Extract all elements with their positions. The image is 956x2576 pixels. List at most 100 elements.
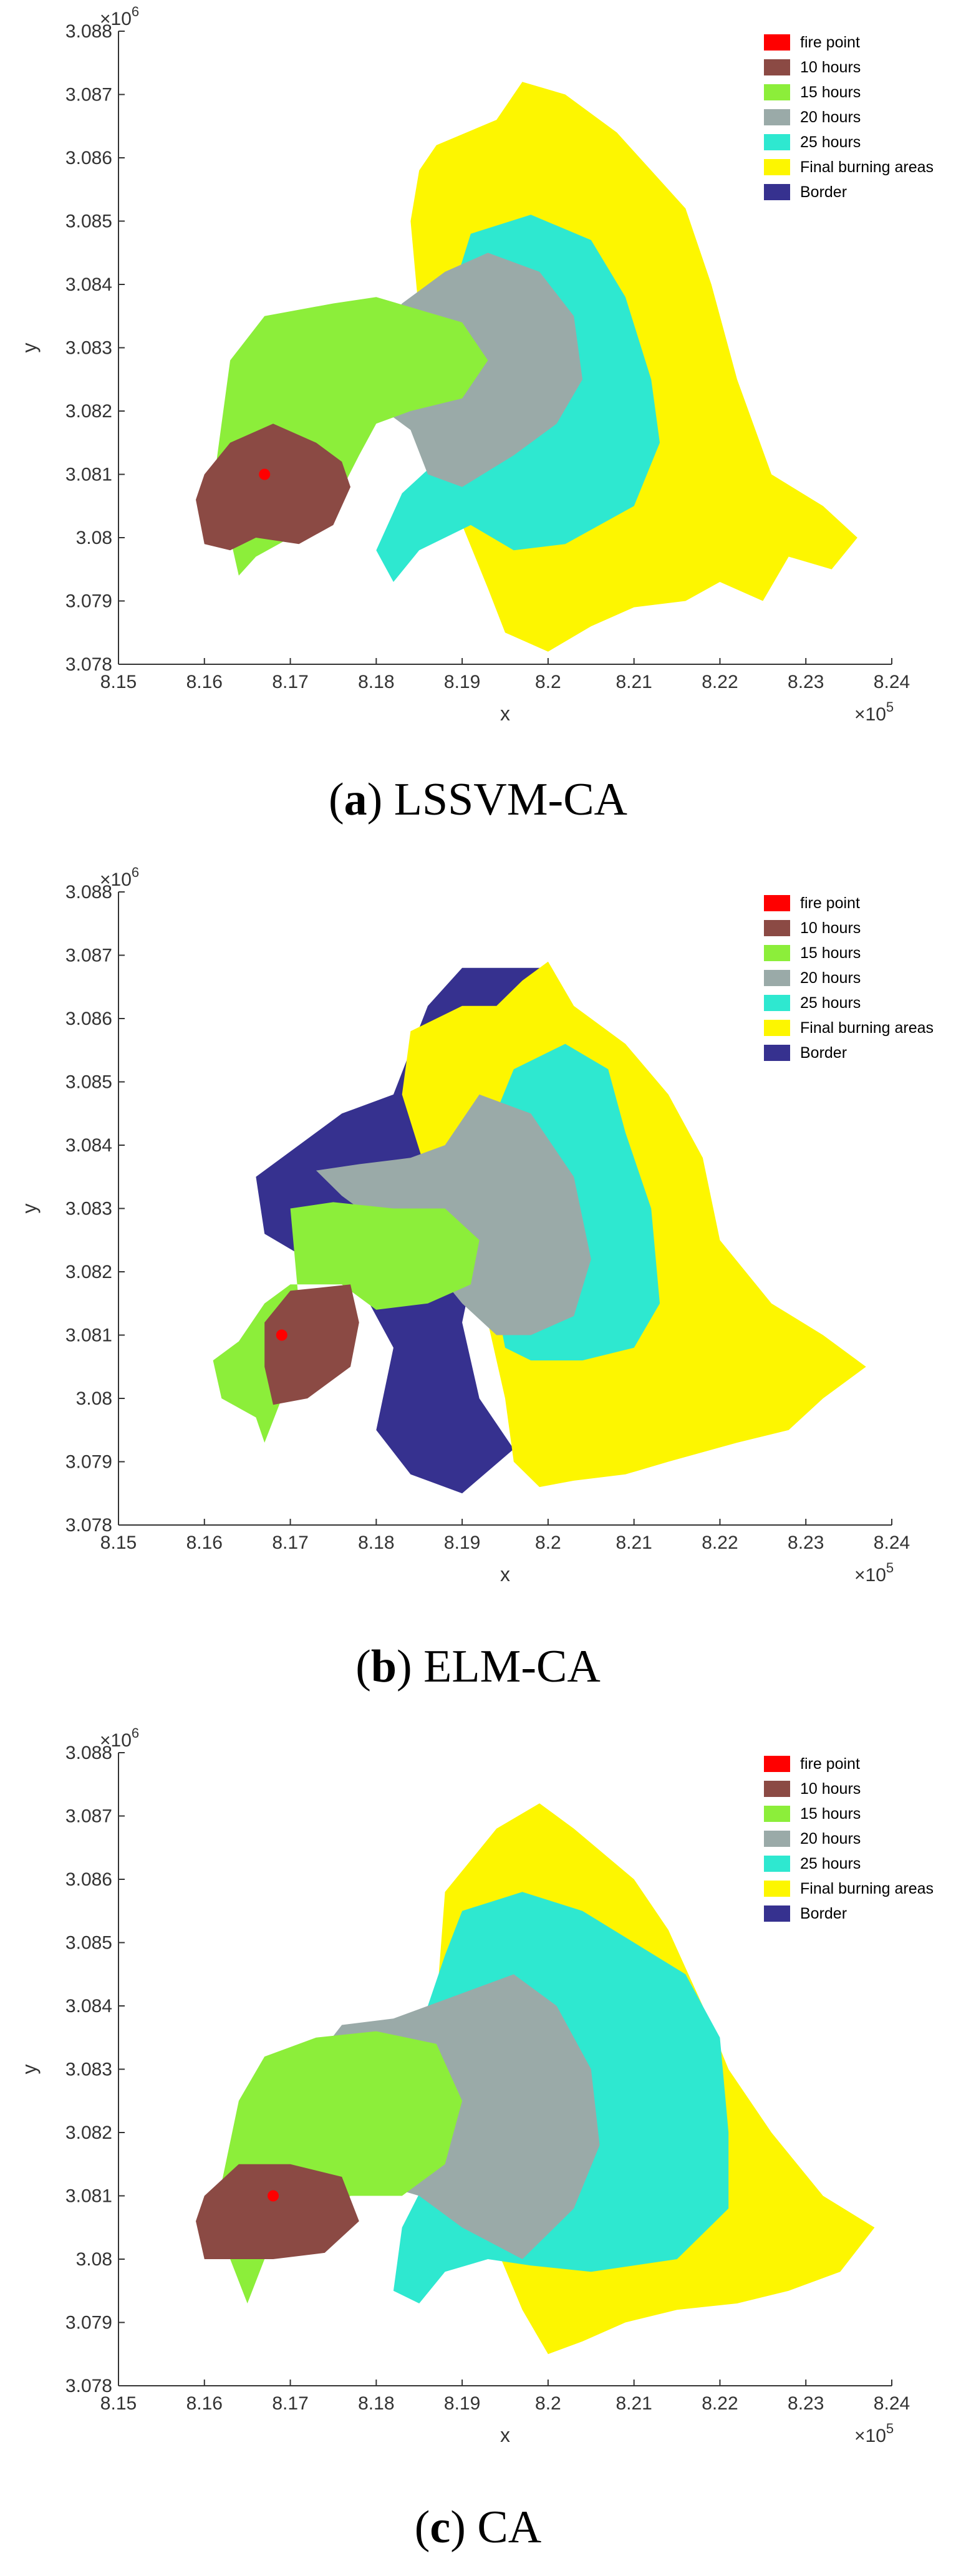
x-tick-label: 8.22 (702, 1533, 738, 1553)
x-tick-label: 8.19 (444, 1533, 480, 1553)
x-tick-label: 8.24 (874, 2393, 910, 2414)
y-tick-label: 3.078 (65, 1515, 112, 1536)
legend-swatch (764, 1756, 790, 1772)
legend-label: 10 hours (800, 919, 861, 937)
legend-swatch (764, 159, 790, 175)
y-tick-label: 3.082 (65, 2123, 112, 2143)
x-tick-label: 8.22 (702, 2393, 738, 2414)
x-tick-label: 8.15 (100, 672, 137, 692)
caption-letter: b (370, 1641, 397, 1692)
legend-label: 25 hours (800, 1855, 861, 1872)
y-tick-label: 3.084 (65, 1135, 112, 1156)
y-tick-label: 3.079 (65, 1452, 112, 1473)
x-tick-label: 8.18 (358, 672, 394, 692)
y-tick-label: 3.085 (65, 211, 112, 232)
y-tick-label: 3.086 (65, 1009, 112, 1029)
y-tick-label: 3.085 (65, 1072, 112, 1093)
y-tick-label: 3.087 (65, 1806, 112, 1827)
x-tick-label: 8.17 (272, 672, 308, 692)
x-axis-label: x (500, 1563, 510, 1586)
x-tick-label: 8.17 (272, 1533, 308, 1553)
y-axis-label: y (18, 343, 41, 353)
legend-swatch (764, 134, 790, 150)
x-tick-label: 8.16 (186, 672, 223, 692)
legend-label: 15 hours (800, 944, 861, 962)
x-tick-label: 8.15 (100, 1533, 137, 1553)
x-tick-label: 8.21 (616, 672, 652, 692)
legend-label: 15 hours (800, 1805, 861, 1823)
y-tick-label: 3.08 (76, 1388, 112, 1409)
legend-swatch (764, 920, 790, 936)
panel-a: 8.15 8.16 8.17 8.18 8.19 8.2 8.21 8.22 8.23 8.24 3… (0, 0, 956, 861)
legend-swatch (764, 34, 790, 51)
legend-swatch (764, 970, 790, 986)
y-exponent-label: ×106 (100, 864, 139, 890)
caption-text: ELM-CA (412, 1641, 601, 1692)
legend-swatch (764, 1020, 790, 1036)
legend-label: 20 hours (800, 109, 861, 126)
legend-label: 20 hours (800, 1830, 861, 1847)
legend-swatch (764, 1856, 790, 1872)
legend-label: 25 hours (800, 994, 861, 1012)
legend-swatch (764, 1881, 790, 1897)
legend-label: fire point (800, 894, 860, 912)
caption-text: LSSVM-CA (382, 774, 627, 825)
legend-label: Final burning areas (800, 158, 934, 176)
y-tick-label: 3.082 (65, 401, 112, 422)
y-tick-label: 3.081 (65, 2186, 112, 2207)
panel-c: 8.15 8.16 8.17 8.18 8.19 8.2 8.21 8.22 8.23 8.24 3… (0, 1721, 956, 2576)
y-tick-label: 3.083 (65, 1199, 112, 1219)
legend-swatch (764, 184, 790, 200)
x-tick-label: 8.16 (186, 1533, 223, 1553)
legend-swatch (764, 1905, 790, 1922)
legend-label: Border (800, 1044, 847, 1062)
legend-swatch (764, 1045, 790, 1061)
chart-b: 8.15 8.16 8.17 8.18 8.19 8.2 8.21 8.22 8.23 8.24 3… (18, 864, 934, 1586)
caption-c: (c) CA (414, 2502, 542, 2553)
chart-c: 8.15 8.16 8.17 8.18 8.19 8.2 8.21 8.22 8.23 8.24 3… (18, 1725, 934, 2446)
legend-label: Final burning areas (800, 1019, 934, 1037)
legend-label: Border (800, 1905, 847, 1922)
y-tick-label: 3.078 (65, 654, 112, 675)
x-tick-label: 8.17 (272, 2393, 308, 2414)
y-tick-label: 3.087 (65, 946, 112, 966)
y-tick-label: 3.088 (65, 21, 112, 42)
caption-b: (b) ELM-CA (355, 1641, 601, 1692)
legend-swatch (764, 109, 790, 125)
legend-label: Border (800, 183, 847, 201)
x-tick-label: 8.19 (444, 672, 480, 692)
legend-label: fire point (800, 1755, 860, 1773)
caption-a: (a) LSSVM-CA (328, 774, 627, 825)
x-exponent-label: ×105 (854, 699, 894, 725)
y-tick-label: 3.079 (65, 2313, 112, 2333)
region-10-hours (196, 424, 350, 551)
legend-swatch (764, 995, 790, 1011)
y-tick-label: 3.086 (65, 148, 112, 168)
y-tick-label: 3.081 (65, 465, 112, 485)
legend-label: Final burning areas (800, 1880, 934, 1897)
y-tick-label: 3.085 (65, 1933, 112, 1954)
y-exponent-label: ×106 (100, 1725, 139, 1751)
x-tick-label: 8.21 (616, 1533, 652, 1553)
y-tick-label: 3.088 (65, 882, 112, 903)
y-tick-label: 3.08 (76, 2249, 112, 2270)
caption-letter: c (430, 2502, 451, 2553)
legend-swatch (764, 1806, 790, 1822)
y-tick-label: 3.088 (65, 1743, 112, 1763)
x-exponent-label: ×105 (854, 2421, 894, 2446)
region-20-hours (316, 1094, 591, 1335)
y-tick-label: 3.083 (65, 338, 112, 359)
x-axis-label: x (500, 2424, 510, 2446)
legend-swatch (764, 1781, 790, 1797)
y-tick-label: 3.082 (65, 1262, 112, 1282)
legend-label: 10 hours (800, 1780, 861, 1798)
legend-swatch (764, 84, 790, 100)
x-tick-label: 8.24 (874, 672, 910, 692)
region-10-hours (196, 2164, 359, 2259)
x-axis-label: x (500, 702, 510, 725)
x-tick-label: 8.21 (616, 2393, 652, 2414)
legend-label: 25 hours (800, 133, 861, 151)
legend-label: fire point (800, 34, 860, 51)
legend-label: 15 hours (800, 84, 861, 101)
y-exponent-label: ×106 (100, 4, 139, 29)
